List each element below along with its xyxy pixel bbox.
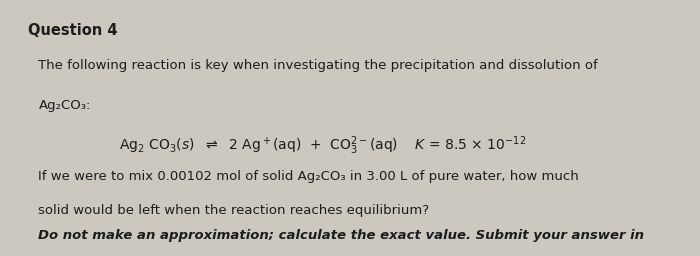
Text: If we were to mix 0.00102 mol of solid Ag₂CO₃ in 3.00 L of pure water, how much: If we were to mix 0.00102 mol of solid A… [38, 170, 580, 183]
Text: solid would be left when the reaction reaches equilibrium?: solid would be left when the reaction re… [38, 204, 430, 217]
Text: Ag₂CO₃:: Ag₂CO₃: [38, 99, 91, 112]
Text: Ag$_2$ CO$_3$($s$)  $\rightleftharpoons$  2 Ag$^+$(aq)  +  CO$_3^{2-}$(aq)    $K: Ag$_2$ CO$_3$($s$) $\rightleftharpoons$ … [119, 134, 526, 157]
Text: The following reaction is key when investigating the precipitation and dissoluti: The following reaction is key when inves… [38, 59, 598, 72]
Text: Do not make an approximation; calculate the exact value. Submit your answer in: Do not make an approximation; calculate … [38, 229, 645, 242]
Text: Question 4: Question 4 [28, 23, 118, 38]
